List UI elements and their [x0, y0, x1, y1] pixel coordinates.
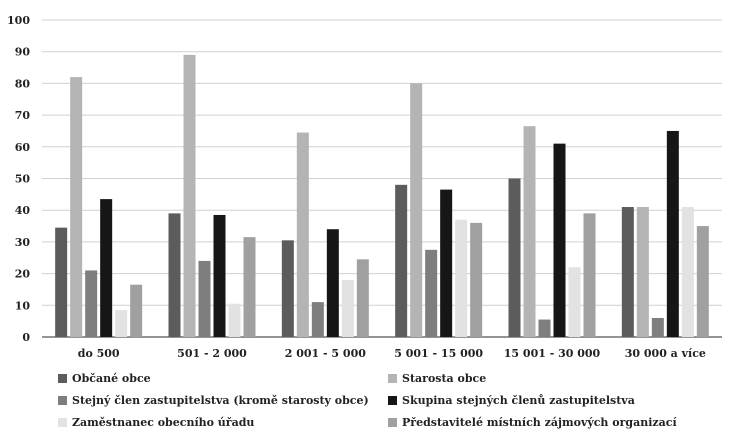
y-tick-label: 50: [15, 173, 31, 186]
bar: [621, 207, 634, 337]
legend-label: Představitelé místních zájmových organiz…: [402, 416, 677, 429]
bar: [70, 77, 83, 337]
y-tick-label: 0: [22, 331, 30, 344]
y-axis: 0 10 20 30 40 50 60 70 80 90 100: [7, 14, 30, 344]
bar: [243, 237, 256, 337]
bars: [55, 54, 709, 338]
bar: [538, 319, 551, 337]
y-tick-label: 10: [15, 299, 31, 312]
y-tick-label: 80: [15, 77, 31, 90]
legend-label: Skupina stejných členů zastupitelstva: [402, 394, 635, 407]
legend-item: Představitelé místních zájmových organiz…: [388, 416, 677, 429]
legend-label: Starosta obce: [402, 372, 487, 385]
bar: [85, 270, 98, 337]
bar: [213, 214, 226, 337]
legend-swatch: [58, 396, 67, 405]
x-axis: do 500 501 - 2 000 2 001 - 5 000 5 001 - 15…: [78, 347, 706, 360]
legend-item: Stejný člen zastupitelstva (kromě staros…: [58, 394, 369, 407]
bar: [198, 260, 211, 337]
bar: [296, 132, 309, 337]
bar: [440, 189, 453, 337]
legend-label: Stejný člen zastupitelstva (kromě staros…: [72, 394, 369, 407]
legend-label: Občané obce: [72, 372, 151, 385]
bar: [183, 54, 196, 338]
bar: [55, 227, 68, 337]
bar: [425, 249, 438, 337]
bar: [666, 130, 679, 337]
bar: [130, 284, 143, 337]
y-tick-label: 20: [15, 268, 31, 281]
x-tick-label: 5 001 - 15 000: [394, 347, 483, 360]
bar: [470, 222, 483, 337]
bar: [311, 302, 324, 337]
bar: [115, 310, 128, 337]
bar: [281, 240, 294, 337]
x-tick-label: 15 001 - 30 000: [504, 347, 601, 360]
bar: [326, 229, 339, 337]
y-tick-label: 60: [15, 141, 31, 154]
bar: [455, 219, 468, 337]
y-tick-label: 40: [15, 204, 31, 217]
bar: [395, 184, 408, 337]
legend-swatch: [388, 396, 397, 405]
bar: [100, 199, 113, 337]
x-tick-label: 2 001 - 5 000: [285, 347, 366, 360]
y-tick-label: 30: [15, 236, 31, 249]
bar: [568, 267, 581, 337]
legend-swatch: [388, 418, 397, 427]
y-tick-label: 70: [15, 109, 31, 122]
y-tick-label: 100: [7, 14, 30, 27]
legend-item: Zaměstnanec obecního úřadu: [58, 416, 254, 429]
legend-swatch: [58, 374, 67, 383]
legend-swatch: [388, 374, 397, 383]
x-tick-label: do 500: [78, 347, 120, 360]
bar: [696, 226, 709, 337]
bar: [228, 303, 241, 337]
bar: [168, 213, 181, 337]
x-tick-label: 501 - 2 000: [177, 347, 247, 360]
bar: [523, 126, 536, 337]
y-tick-label: 90: [15, 46, 31, 59]
bar: [636, 207, 649, 337]
bar: [508, 178, 521, 337]
legend-item: Skupina stejných členů zastupitelstva: [388, 394, 635, 407]
legend-label: Zaměstnanec obecního úřadu: [72, 416, 255, 429]
legend-item: Občané obce: [58, 372, 151, 385]
bar: [410, 83, 423, 338]
x-tick-label: 30 000 a více: [625, 347, 706, 360]
legend-item: Starosta obce: [388, 372, 486, 385]
bar: [651, 317, 664, 337]
bar: [356, 259, 369, 337]
bar: [681, 207, 694, 337]
bar: [341, 279, 354, 337]
bar: [553, 143, 566, 337]
gridlines: [42, 19, 722, 338]
legend-swatch: [58, 418, 67, 427]
bar: [583, 213, 596, 337]
